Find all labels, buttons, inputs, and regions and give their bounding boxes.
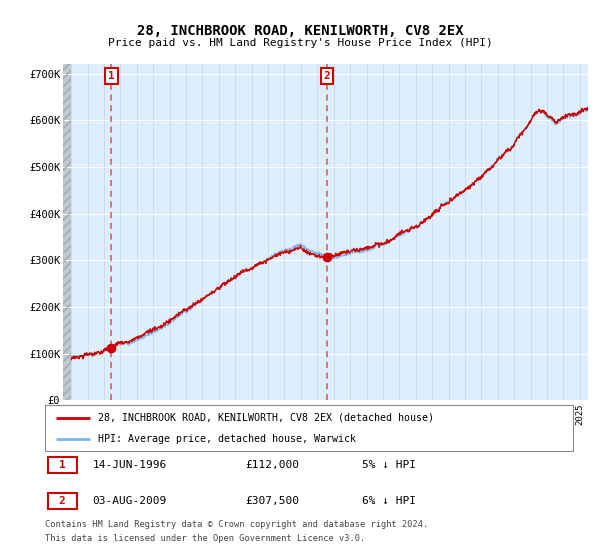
- Text: HPI: Average price, detached house, Warwick: HPI: Average price, detached house, Warw…: [98, 435, 356, 444]
- Text: 2: 2: [59, 496, 65, 506]
- Text: 1: 1: [108, 71, 115, 81]
- Text: 28, INCHBROOK ROAD, KENILWORTH, CV8 2EX (detached house): 28, INCHBROOK ROAD, KENILWORTH, CV8 2EX …: [98, 413, 434, 423]
- Text: 5% ↓ HPI: 5% ↓ HPI: [362, 460, 416, 470]
- Text: 14-JUN-1996: 14-JUN-1996: [92, 460, 167, 470]
- Bar: [63, 64, 71, 400]
- Text: This data is licensed under the Open Government Licence v3.0.: This data is licensed under the Open Gov…: [45, 534, 365, 543]
- Text: 6% ↓ HPI: 6% ↓ HPI: [362, 496, 416, 506]
- FancyBboxPatch shape: [47, 456, 77, 473]
- Text: 03-AUG-2009: 03-AUG-2009: [92, 496, 167, 506]
- FancyBboxPatch shape: [45, 405, 573, 451]
- Text: £112,000: £112,000: [245, 460, 299, 470]
- Text: 1: 1: [59, 460, 65, 470]
- Text: 2: 2: [323, 71, 330, 81]
- Text: Price paid vs. HM Land Registry's House Price Index (HPI): Price paid vs. HM Land Registry's House …: [107, 38, 493, 48]
- FancyBboxPatch shape: [47, 493, 77, 510]
- Bar: [63, 64, 71, 400]
- Text: £307,500: £307,500: [245, 496, 299, 506]
- Text: Contains HM Land Registry data © Crown copyright and database right 2024.: Contains HM Land Registry data © Crown c…: [45, 520, 428, 529]
- Text: 28, INCHBROOK ROAD, KENILWORTH, CV8 2EX: 28, INCHBROOK ROAD, KENILWORTH, CV8 2EX: [137, 24, 463, 38]
